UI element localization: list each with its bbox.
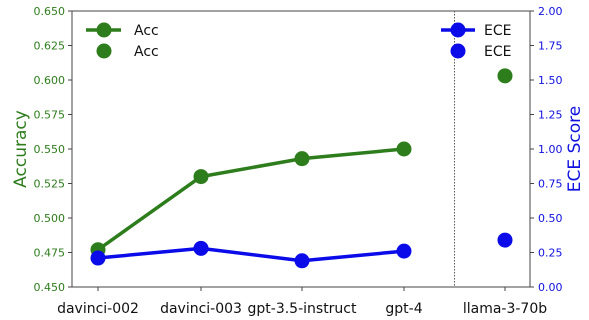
ece-standalone-point <box>497 232 513 248</box>
right-tick-label: 0.75 <box>538 178 563 191</box>
acc-series-line <box>96 147 405 252</box>
acc-data-point <box>193 169 209 185</box>
x-tick-label: davinci-003 <box>160 301 242 317</box>
left-tick-label: 0.500 <box>34 212 66 225</box>
left-tick-label: 0.650 <box>34 5 66 18</box>
x-tick-label: gpt-3.5-instruct <box>248 301 358 317</box>
ece-data-point <box>193 240 209 256</box>
legend-acc-line-label: Acc <box>134 23 159 39</box>
right-tick-label: 0.00 <box>538 281 563 294</box>
legend-acc-point-label: Acc <box>134 44 159 60</box>
right-tick-label: 1.00 <box>538 143 563 156</box>
x-tick-label: gpt-4 <box>385 301 422 317</box>
left-tick-label: 0.475 <box>34 247 66 260</box>
acc-data-point <box>294 151 310 167</box>
left-tick-label: 0.525 <box>34 178 66 191</box>
y-axis-label-left: Accuracy <box>11 110 31 188</box>
legend-ece-line-label: ECE <box>484 23 511 39</box>
legend-ece-point-label: ECE <box>484 44 511 60</box>
ece-data-point <box>90 250 106 266</box>
left-tick-label: 0.575 <box>34 109 66 122</box>
ece-data-point <box>294 253 310 269</box>
legend-acc-point-marker <box>96 43 112 59</box>
ece-series-line <box>97 246 405 263</box>
right-tick-label: 1.25 <box>538 109 563 122</box>
left-tick-label: 0.625 <box>34 40 66 53</box>
acc-standalone-point <box>497 68 513 84</box>
left-tick-label: 0.600 <box>34 74 66 87</box>
x-tick-label: llama-3-70b <box>463 301 547 317</box>
y-axis-label-right: ECE Score <box>565 106 585 192</box>
left-tick-label: 0.450 <box>34 281 66 294</box>
legend-ece-point-marker <box>450 43 466 59</box>
right-tick-label: 2.00 <box>538 5 563 18</box>
ece-data-point <box>396 243 412 259</box>
legend-ece-line-marker <box>450 22 466 38</box>
right-tick-label: 1.75 <box>538 40 563 53</box>
right-tick-label: 0.50 <box>538 212 563 225</box>
legend-acc-line-marker <box>96 22 112 38</box>
left-tick-label: 0.550 <box>34 143 66 156</box>
right-tick-label: 0.25 <box>538 247 563 260</box>
right-tick-label: 1.50 <box>538 74 563 87</box>
acc-data-point <box>396 141 412 157</box>
x-tick-label: davinci-002 <box>57 301 139 317</box>
